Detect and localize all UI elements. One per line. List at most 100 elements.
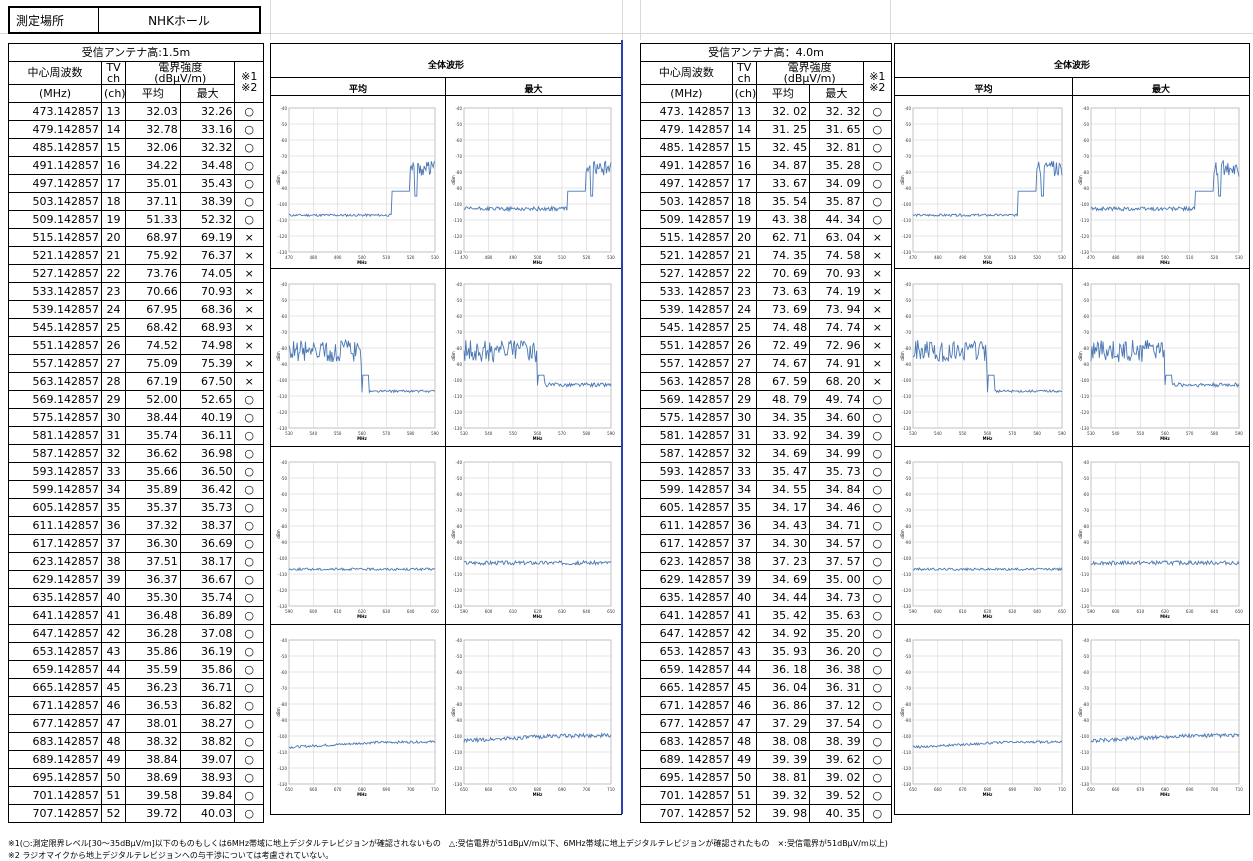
x-tick-label: 710: [431, 787, 439, 792]
cell-frequency: 485. 142857: [640, 138, 733, 157]
cell-average: 32.78: [125, 120, 181, 139]
cell-channel: 32: [100, 444, 127, 463]
cell-average: 36.37: [125, 570, 181, 589]
waveform-trace: [1090, 159, 1240, 212]
cell-maximum: 68.93: [179, 318, 236, 337]
table-row: 647. 142857 42 34. 92 35. 20 ○: [640, 624, 893, 643]
cell-judgement: ×: [862, 354, 893, 373]
cell-frequency: 701. 142857: [640, 786, 733, 805]
y-tick-label: -130: [278, 604, 288, 609]
cell-frequency: 599. 142857: [640, 480, 733, 499]
cell-average: 34.22: [125, 156, 181, 175]
y-tick-label: -50: [904, 122, 911, 127]
cell-frequency: 551.142857: [8, 336, 102, 355]
cell-judgement: ○: [234, 750, 264, 769]
cell-judgement: ×: [234, 318, 264, 337]
x-tick-label: 640: [1033, 609, 1041, 614]
y-tick-label: -60: [280, 138, 287, 143]
footnote-1: ※1(○:測定限界レベル[30～35dBμV/m]以下のものもしくは6MHz帯域…: [8, 839, 888, 848]
x-tick-label: 600: [310, 609, 318, 614]
cell-average: 31. 25: [755, 120, 811, 139]
waveform-trace: [288, 160, 436, 218]
y-tick-label: -90: [1082, 718, 1089, 723]
cell-frequency: 683. 142857: [640, 732, 733, 751]
cell-average: 35.86: [125, 642, 181, 661]
x-tick-label: 550: [959, 431, 967, 436]
waveform-trace: [912, 740, 1063, 749]
right-field-table: 受信アンテナ高：4.0m 中心周波数 TV ch 電界強度 (dBμV/m) ※…: [640, 43, 893, 823]
cell-channel: 31: [731, 426, 757, 445]
cell-maximum: 34. 46: [809, 498, 864, 517]
cell-channel: 32: [731, 444, 757, 463]
y-tick-label: -80: [280, 702, 287, 707]
cell-average: 74. 35: [755, 246, 811, 265]
x-unit: MHz: [533, 614, 543, 619]
cell-channel: 18: [100, 192, 127, 211]
cell-maximum: 69.19: [179, 228, 236, 247]
table-row: 563. 142857 28 67. 59 68. 20 ×: [640, 372, 893, 391]
y-unit: dBm: [1078, 351, 1083, 360]
table-row: 593.142857 33 35.66 36.50 ○: [8, 462, 264, 481]
cell-maximum: 39. 62: [809, 750, 864, 769]
cell-maximum: 32.26: [179, 102, 236, 121]
cell-frequency: 503.142857: [8, 192, 102, 211]
x-tick-label: 530: [607, 255, 615, 260]
y-tick-label: -60: [1082, 492, 1089, 497]
cell-frequency: 641. 142857: [640, 606, 733, 625]
table-row: 695.142857 50 38.69 38.93 ○: [8, 768, 264, 787]
table-row: 533. 142857 23 73. 63 74. 19 ×: [640, 282, 893, 301]
y-tick-label: -80: [1082, 170, 1089, 175]
cell-frequency: 473. 142857: [640, 102, 733, 121]
y-tick-label: -50: [904, 476, 911, 481]
x-tick-label: 620: [534, 609, 542, 614]
cell-average: 35.37: [125, 498, 181, 517]
y-tick-label: -50: [1082, 654, 1089, 659]
cell-maximum: 34. 99: [809, 444, 864, 463]
x-tick-label: 530: [909, 431, 917, 436]
cell-judgement: ○: [862, 156, 893, 175]
x-unit: MHz: [1160, 614, 1170, 619]
table-row: 641.142857 41 36.48 36.89 ○: [8, 606, 264, 625]
x-tick-label: 470: [285, 255, 293, 260]
cell-maximum: 38.82: [179, 732, 236, 751]
y-unit: dBm: [1078, 707, 1083, 716]
y-tick-label: -50: [1082, 122, 1089, 127]
cell-average: 39. 39: [755, 750, 811, 769]
cell-channel: 48: [731, 732, 757, 751]
cell-judgement: ○: [234, 804, 264, 823]
cell-frequency: 581. 142857: [640, 426, 733, 445]
cell-judgement: ×: [234, 246, 264, 265]
x-tick-label: 630: [1009, 609, 1017, 614]
cell-channel: 17: [100, 174, 127, 193]
cell-average: 38.32: [125, 732, 181, 751]
cell-channel: 47: [100, 714, 127, 733]
x-tick-label: 610: [959, 609, 967, 614]
y-tick-label: -80: [904, 524, 911, 529]
table-row: 575.142857 30 38.44 40.19 ○: [8, 408, 264, 427]
cell-frequency: 707.142857: [8, 804, 102, 823]
y-unit: dBm: [900, 175, 905, 184]
x-tick-label: 700: [583, 787, 591, 792]
y-tick-label: -90: [455, 540, 462, 545]
table-row: 593. 142857 33 35. 47 35. 73 ○: [640, 462, 893, 481]
y-tick-label: -100: [1080, 734, 1090, 739]
x-tick-label: 660: [485, 787, 493, 792]
cell-frequency: 587.142857: [8, 444, 102, 463]
cell-frequency: 533.142857: [8, 282, 102, 301]
header-center-frequency: 中心周波数: [640, 61, 733, 85]
y-tick-label: -70: [455, 686, 462, 691]
x-tick-label: 690: [383, 787, 391, 792]
cell-judgement: ○: [862, 480, 893, 499]
x-tick-label: 500: [984, 255, 992, 260]
y-tick-label: -110: [1080, 572, 1090, 577]
cell-channel: 49: [731, 750, 757, 769]
cell-frequency: 581.142857: [8, 426, 102, 445]
y-tick-label: -100: [1080, 378, 1090, 383]
y-unit: dBm: [451, 175, 456, 184]
cell-average: 37.11: [125, 192, 181, 211]
cell-maximum: 36.69: [179, 534, 236, 553]
cell-maximum: 32. 32: [809, 102, 864, 121]
cell-frequency: 635. 142857: [640, 588, 733, 607]
cell-channel: 44: [100, 660, 127, 679]
